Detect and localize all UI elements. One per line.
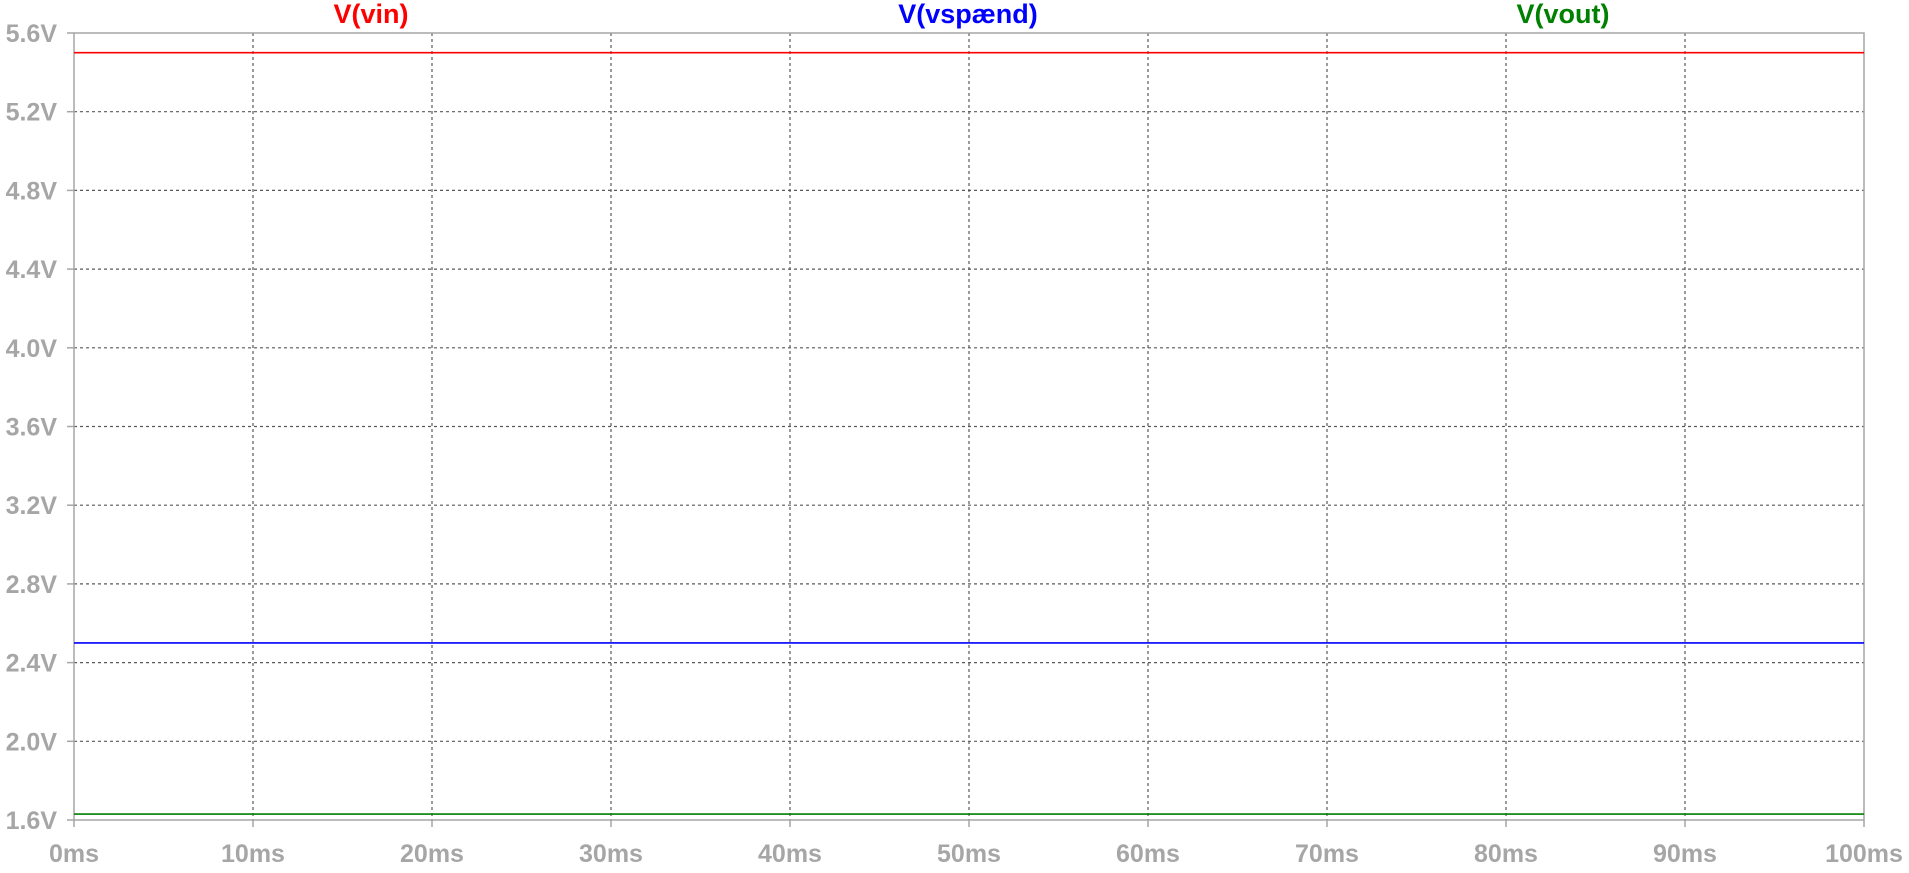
legend-layer: V(vin) V(vspænd) V(vout) bbox=[333, 0, 1609, 29]
y-tick-label: 4.4V bbox=[6, 256, 58, 284]
x-tick-label: 90ms bbox=[1653, 840, 1717, 868]
grid-layer bbox=[74, 33, 1864, 820]
x-tick-label: 60ms bbox=[1116, 840, 1180, 868]
y-tick-label: 4.8V bbox=[6, 177, 58, 205]
y-tick-label: 2.0V bbox=[6, 728, 58, 756]
y-tick-label: 2.8V bbox=[6, 571, 58, 599]
y-tick-label: 2.4V bbox=[6, 650, 58, 678]
y-tick-label: 1.6V bbox=[6, 807, 58, 835]
legend-label-0: V(vin) bbox=[333, 0, 408, 29]
legend-label-2: V(vout) bbox=[1517, 0, 1610, 29]
x-tick-label: 80ms bbox=[1474, 840, 1538, 868]
x-tick-label: 100ms bbox=[1825, 840, 1903, 868]
x-tick-label: 30ms bbox=[579, 840, 643, 868]
x-tick-label: 50ms bbox=[937, 840, 1001, 868]
x-tick-label: 20ms bbox=[400, 840, 464, 868]
x-tick-label: 10ms bbox=[221, 840, 285, 868]
x-tick-label: 0ms bbox=[49, 840, 99, 868]
y-tick-label: 4.0V bbox=[6, 335, 58, 363]
x-tick-label: 70ms bbox=[1295, 840, 1359, 868]
tick-layer: 0ms 10ms 20ms 30ms 40ms 50ms 60ms 70ms 80ms 90ms 1… bbox=[6, 20, 1903, 868]
legend-label-1: V(vspænd) bbox=[898, 0, 1038, 29]
x-tick-label: 40ms bbox=[758, 840, 822, 868]
y-tick-label: 3.2V bbox=[6, 492, 58, 520]
series-layer bbox=[74, 51, 1864, 815]
y-tick-label: 5.2V bbox=[6, 99, 58, 127]
y-tick-label: 3.6V bbox=[6, 414, 58, 442]
y-tick-label: 5.6V bbox=[6, 20, 58, 48]
